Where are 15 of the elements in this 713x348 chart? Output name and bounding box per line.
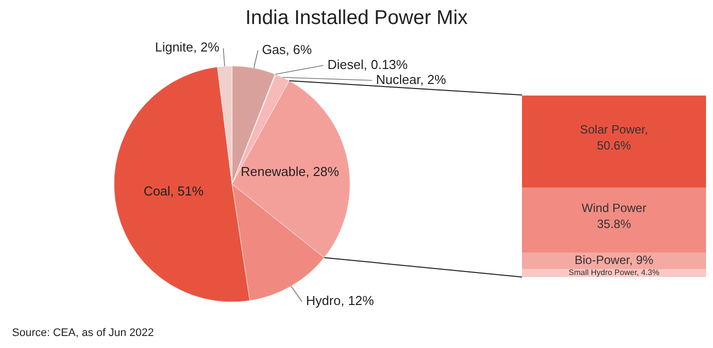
- series-label: Wind Power: [582, 201, 646, 216]
- slice-label: Renewable, 28%: [240, 164, 340, 179]
- slice-label: Coal, 51%: [144, 184, 204, 199]
- text: Small Hydro Power, 4.3%: [568, 268, 660, 278]
- slice-label: Gas, 6%: [262, 42, 312, 57]
- series-label: Solar Power,: [580, 122, 648, 137]
- slice-label: Diesel, 0.13%: [328, 56, 408, 72]
- data-label: 35.8%: [596, 217, 632, 232]
- slice-label: Hydro, 12%: [306, 293, 374, 308]
- data-label: 50.6%: [596, 138, 632, 153]
- slice-label: Nuclear, 2%: [376, 72, 447, 87]
- text: Bio-Power, 9%: [574, 253, 654, 268]
- source-note: Source: CEA, as of Jun 2022: [12, 327, 154, 339]
- chart-title: India Installed Power Mix: [245, 7, 468, 29]
- slice-label: Lignite, 2%: [154, 40, 220, 55]
